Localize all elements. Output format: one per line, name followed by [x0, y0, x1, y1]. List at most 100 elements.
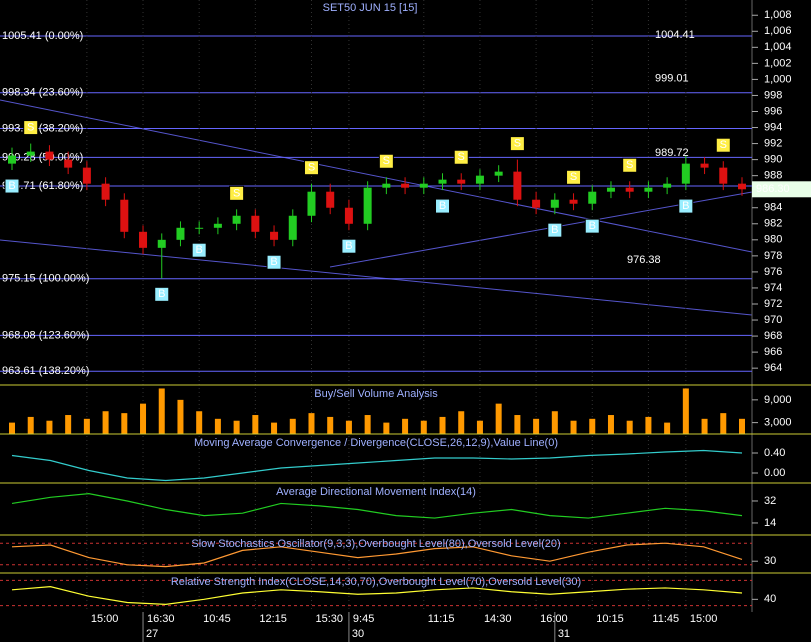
candle-body — [251, 215, 260, 232]
volume-bar — [345, 420, 352, 434]
fib-label: 986.71 (61.80%) — [2, 180, 83, 192]
candle-body — [438, 179, 447, 184]
candle-body — [101, 183, 110, 200]
price-label: 989.72 — [655, 147, 689, 159]
volume-bar — [214, 418, 221, 434]
date-label: 30 — [352, 628, 364, 640]
panel-title: Buy/Sell Volume Analysis — [314, 388, 438, 400]
last-price-box — [752, 181, 811, 198]
indicator-line — [11, 586, 743, 606]
date-label: 31 — [558, 628, 570, 640]
candle-body — [344, 207, 353, 224]
x-tick-label: 16:00 — [540, 613, 568, 625]
last-price-label: 986.30 — [756, 183, 790, 195]
candle-body — [64, 159, 73, 168]
signal-box — [622, 157, 638, 173]
volume-bar — [533, 418, 540, 434]
signal-box — [4, 178, 20, 194]
volume-bar — [570, 420, 577, 434]
y-tick-label: 14 — [764, 517, 776, 529]
y-tick-label: 984 — [764, 202, 782, 214]
signal-label: S — [514, 138, 521, 150]
volume-bar — [121, 413, 128, 434]
candle-body — [700, 163, 709, 168]
candle-body — [569, 199, 578, 204]
volume-bar — [420, 420, 427, 434]
signal-label: S — [720, 139, 727, 151]
candle-body — [176, 227, 185, 240]
volume-bar — [9, 422, 15, 434]
signal-label: S — [570, 171, 577, 183]
fib-label: 1005.41 (0.00%) — [2, 30, 83, 42]
panel-title: Relative Strength Index(CLOSE,14,30,70),… — [171, 576, 581, 588]
candle-body — [644, 187, 653, 192]
fib-label: 975.15 (100.00%) — [2, 273, 89, 285]
candle-body — [625, 187, 634, 192]
volume-bar — [158, 388, 165, 434]
y-tick-label: 1,000 — [764, 73, 792, 85]
candle-body — [232, 215, 241, 224]
signal-box — [547, 222, 563, 238]
fib-label: 998.34 (23.60%) — [2, 87, 83, 99]
volume-bar — [607, 415, 614, 434]
y-tick-label: 978 — [764, 250, 782, 262]
y-tick-label: 40 — [764, 593, 776, 605]
volume-bar — [327, 416, 334, 434]
x-tick-label: 10:15 — [596, 613, 624, 625]
panel-title: Average Directional Movement Index(14) — [276, 486, 476, 498]
y-tick-label: 1,006 — [764, 25, 792, 37]
volume-bar — [551, 411, 558, 434]
candle-body — [663, 183, 672, 188]
y-tick-label: 974 — [764, 282, 782, 294]
y-tick-label: 988 — [764, 170, 782, 182]
volume-bar — [308, 413, 315, 434]
candle-body — [532, 199, 541, 208]
indicator-line — [11, 449, 743, 482]
volume-bar — [739, 418, 745, 434]
y-tick-label: 998 — [764, 89, 782, 101]
y-tick-label: 9,000 — [764, 394, 792, 406]
indicator-line — [11, 493, 743, 519]
signal-label: S — [626, 159, 633, 171]
volume-bar — [177, 399, 184, 434]
volume-bar — [514, 415, 521, 434]
fib-label: 993.88 (38.20%) — [2, 122, 83, 134]
signal-box — [435, 198, 451, 214]
volume-bar — [252, 415, 259, 434]
candle-body — [26, 151, 35, 156]
x-tick-label: 14:30 — [484, 613, 512, 625]
signal-box — [303, 160, 319, 176]
volume-bar — [196, 411, 203, 434]
y-tick-label: 1,004 — [764, 41, 792, 53]
candle-body — [550, 199, 559, 208]
candle-body — [419, 183, 428, 188]
volume-bar — [27, 416, 34, 434]
candle-body — [307, 191, 316, 216]
panel-title: SET50 JUN 15 [15] — [323, 2, 418, 14]
price-label: 999.01 — [655, 72, 689, 84]
candle-body — [513, 171, 522, 200]
fib-label: 968.08 (123.60%) — [2, 329, 89, 341]
signal-label: B — [158, 288, 165, 300]
volume-bar — [720, 413, 727, 434]
trend-line — [0, 99, 753, 253]
panel-title: Moving Average Convergence / Divergence(… — [194, 437, 558, 449]
y-tick-label: 30 — [764, 555, 776, 567]
candle-body — [288, 215, 297, 240]
volume-bar — [383, 422, 390, 434]
signal-box — [378, 153, 394, 169]
y-tick-label: 970 — [764, 314, 782, 326]
y-tick-label: 3,000 — [764, 417, 792, 429]
candle-body — [82, 167, 91, 184]
volume-bar — [439, 416, 446, 434]
candle-body — [494, 171, 503, 176]
signal-label: B — [8, 180, 15, 192]
candle-body — [270, 231, 279, 240]
panel-title: Slow Stochastics Oscillator(9,3,3),Overb… — [191, 538, 560, 550]
y-tick-label: 968 — [764, 330, 782, 342]
x-tick-label: 9:45 — [353, 613, 374, 625]
x-tick-label: 15:30 — [315, 613, 343, 625]
y-tick-label: 982 — [764, 218, 782, 230]
candle-body — [382, 183, 391, 188]
candle-body — [457, 179, 466, 184]
